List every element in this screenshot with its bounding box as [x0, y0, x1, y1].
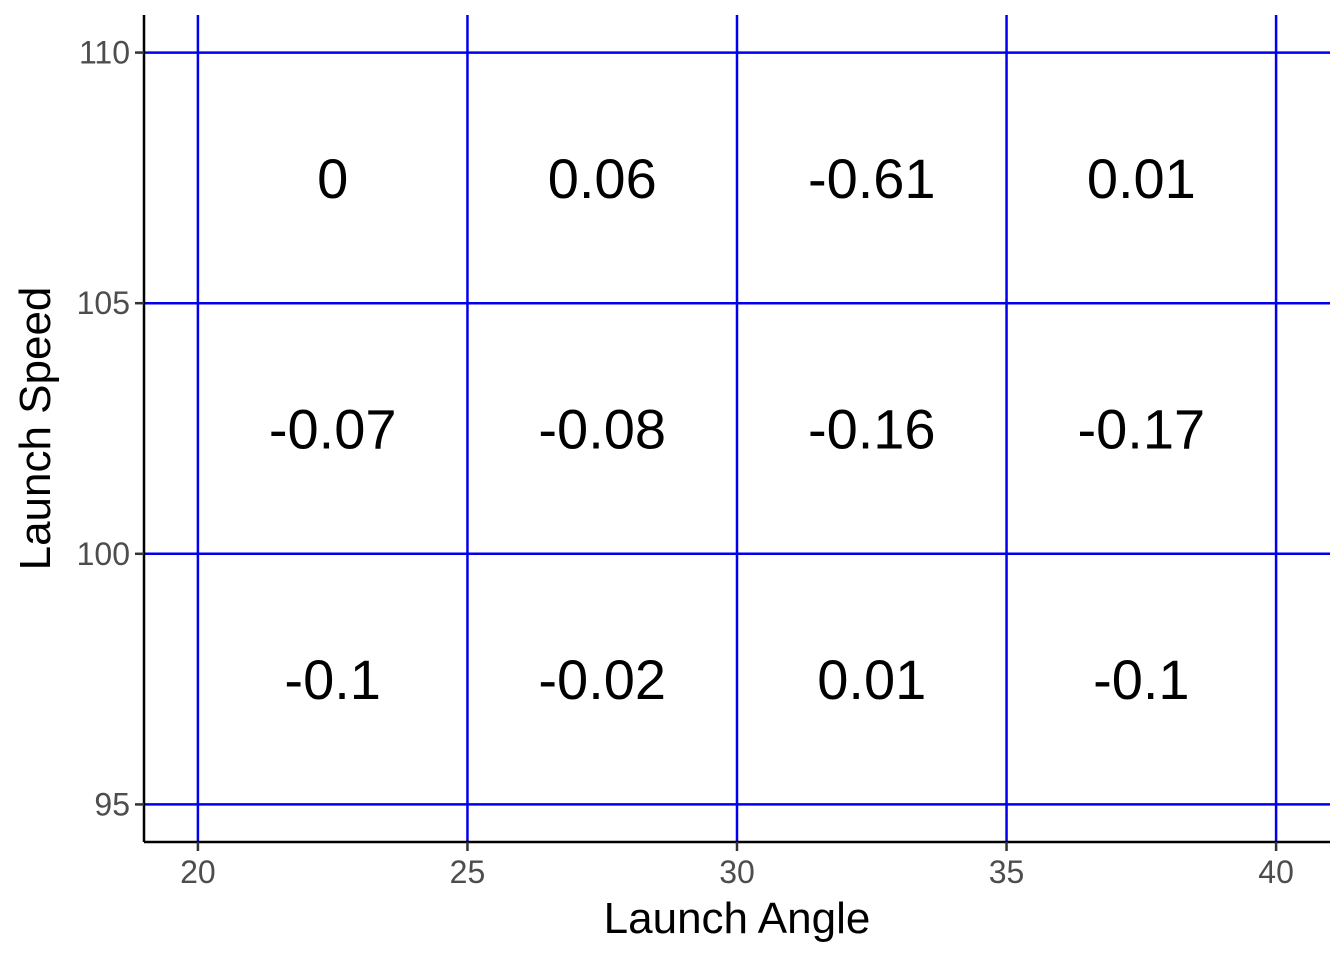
y-tick-label: 105 [77, 285, 130, 321]
x-axis-title: Launch Angle [604, 894, 871, 943]
cell-value-label: -0.1 [1093, 648, 1190, 711]
x-tick-label: 40 [1258, 854, 1294, 890]
cell-value-label: -0.1 [284, 648, 381, 711]
x-tick-label: 20 [180, 854, 216, 890]
x-tick-label: 25 [450, 854, 486, 890]
y-tick-label: 110 [79, 35, 130, 71]
cell-value-label: -0.08 [538, 398, 666, 461]
grid-lines [144, 15, 1330, 842]
cell-value-label: 0.01 [817, 648, 926, 711]
cell-value-label: -0.17 [1077, 398, 1205, 461]
y-tick-label: 100 [77, 536, 130, 572]
cell-labels: 0 0.06 -0.61 0.01 -0.07 -0.08 -0.16 -0.17 -0.1 -0… [269, 147, 1205, 711]
cell-value-label: 0 [317, 147, 348, 210]
cell-value-label: -0.07 [269, 398, 397, 461]
cell-value-label: -0.61 [808, 147, 936, 210]
cell-value-label: -0.16 [808, 398, 936, 461]
cell-value-label: 0.01 [1087, 147, 1196, 210]
cell-value-label: -0.02 [538, 648, 666, 711]
cell-value-label: 0.06 [548, 147, 657, 210]
axis-ticks: 20 25 30 35 40 95 100 105 110 [77, 35, 1294, 890]
y-tick-label: 95 [94, 786, 130, 822]
y-axis-title: Launch Speed [11, 287, 60, 571]
x-tick-label: 30 [719, 854, 755, 890]
x-tick-label: 35 [989, 854, 1025, 890]
